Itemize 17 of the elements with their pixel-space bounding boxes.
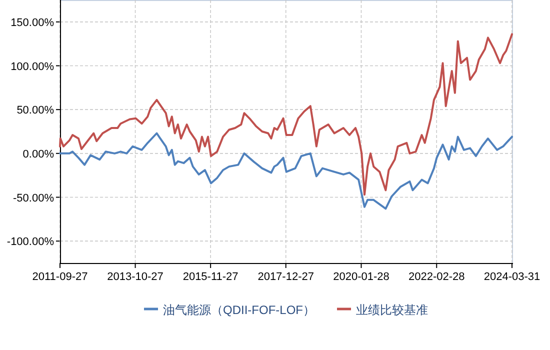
x-tick-label: 2024-03-31: [484, 271, 540, 283]
y-tick-label: 100.00%: [10, 60, 54, 73]
y-tick-label: -50.00%: [13, 192, 54, 204]
x-tick-label: 2015-11-27: [182, 271, 238, 283]
legend-label: 业绩比较基准: [356, 303, 428, 317]
x-tick-label: 2011-09-27: [32, 271, 88, 283]
x-tick-label: 2013-10-27: [107, 271, 164, 283]
x-tick-label: 2020-01-28: [333, 271, 390, 283]
y-tick-label: 0.00%: [22, 148, 54, 160]
y-tick-label: 50.00%: [16, 104, 54, 117]
y-tick-label: 150.00%: [10, 16, 54, 29]
line-series: [59, 132, 513, 210]
x-tick-label: 2017-12-27: [258, 271, 314, 283]
legend-label: 油气能源（QDII-FOF-LOF）: [163, 303, 315, 317]
y-tick-label: -100.00%: [6, 236, 54, 248]
line-series: [59, 33, 513, 196]
x-tick-label: 2022-02-28: [408, 271, 465, 283]
